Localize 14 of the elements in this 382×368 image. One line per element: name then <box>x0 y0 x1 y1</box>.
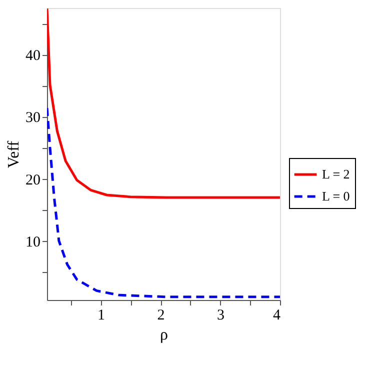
y-tick-label: 40 <box>26 48 40 64</box>
x-tick-label: 2 <box>157 308 165 324</box>
legend-label: L = 2 <box>322 166 350 182</box>
y-tick-label: 10 <box>26 234 40 250</box>
x-tick-label: 3 <box>217 308 225 324</box>
y-tick-label: 30 <box>26 110 40 126</box>
y-axis-title: Veff <box>6 140 22 168</box>
legend-label: L = 0 <box>322 188 350 204</box>
y-tick-label: 20 <box>26 172 40 188</box>
line-series <box>47 106 280 298</box>
x-axis-title: ρ <box>160 326 168 344</box>
line-series <box>47 8 280 199</box>
x-tick-label: 4 <box>273 308 281 324</box>
x-tick-label: 1 <box>98 308 106 324</box>
